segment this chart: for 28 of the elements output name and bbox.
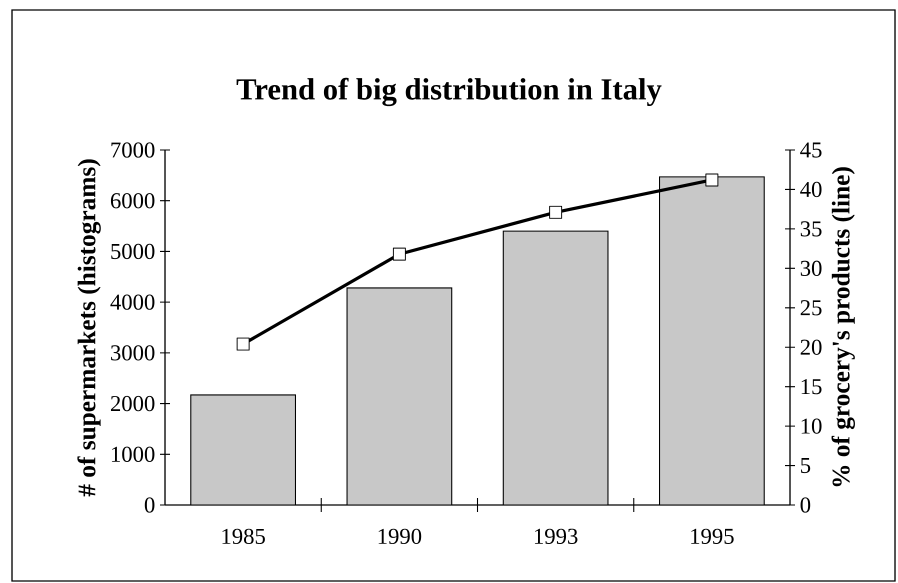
x-tick-label: 1985 [222,528,265,544]
y2-tick-label: 0 [800,497,810,513]
y-axis-title: # of supermarkets (histograms) [77,159,101,496]
point [392,248,406,261]
x-tick-label: 1990 [378,528,422,544]
y2-tick-label: 25 [800,300,822,316]
y2-tick-label: 10 [802,418,822,434]
y-tick-label: 7000 [111,142,154,158]
y2-axis-title: % of grocery's products (line) [832,167,855,486]
y-tick-label: 6000 [110,193,154,208]
y2-tick-label: 30 [800,260,822,276]
y2-tick-label: 20 [800,340,822,355]
y2-tick-label: 5 [801,458,810,474]
y-tick-label: 3000 [111,345,154,361]
y2-tick-label: 35 [800,221,822,237]
y-tick-label: 4000 [110,294,154,310]
y-tick-label: 2000 [110,396,154,412]
y2-tick-label: 15 [802,379,822,394]
y-tick-label: 1000 [112,446,154,462]
point [705,174,718,186]
y-tick-label: 5000 [111,244,154,260]
x-tick-label: 1995 [691,528,734,544]
y2-tick-label: 40 [800,182,822,198]
x-tick-label: 1993 [534,528,578,544]
chart-title: Trend of big distribution in Italy [236,78,662,106]
point [549,206,562,219]
y2-tick-label: 45 [800,142,822,158]
y-tick-label: 0 [144,497,154,513]
